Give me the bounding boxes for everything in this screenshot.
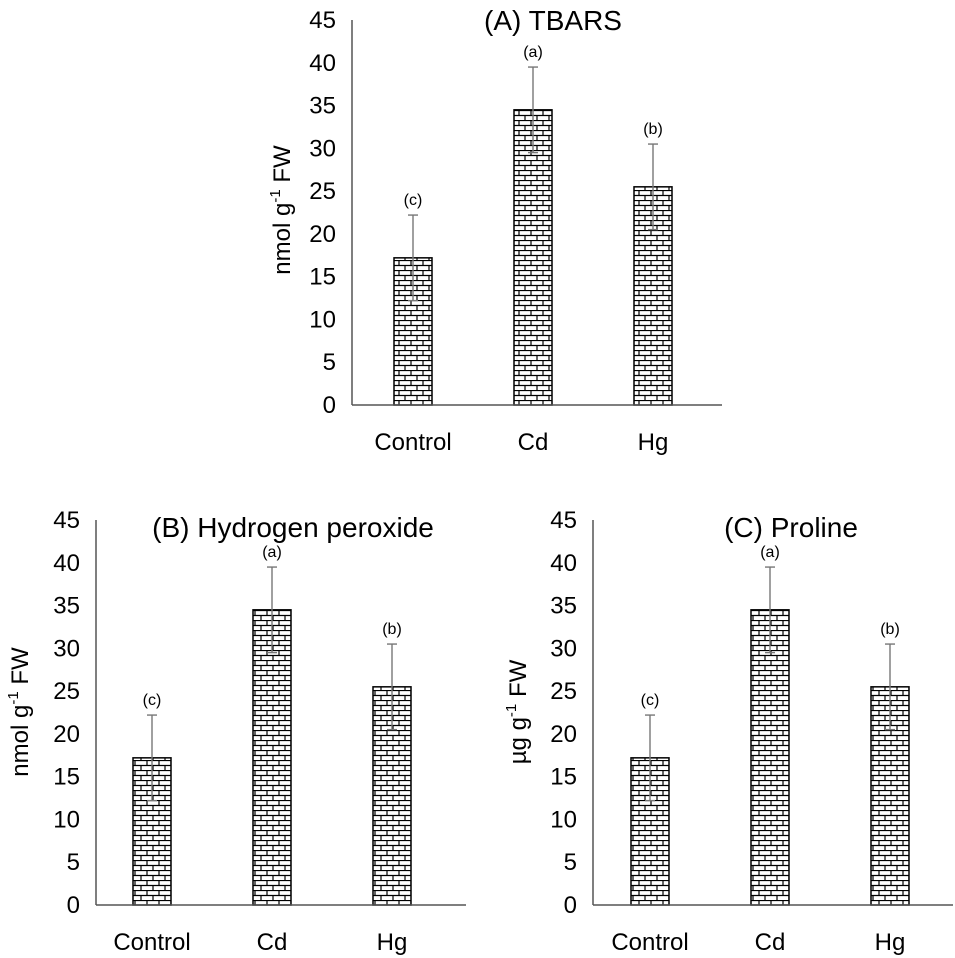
- panel-a-error-bars: [408, 66, 658, 302]
- y-tick-label: 40: [550, 550, 577, 577]
- y-tick-label: 0: [323, 392, 336, 419]
- panel-a-bars: [393, 109, 673, 406]
- significance-letter: (b): [382, 621, 402, 638]
- error-bar-control: [147, 714, 157, 802]
- panel-c: (C) Proline µg g-1 FW 0 5 10 15 20 25 30 35 40 45…: [503, 507, 953, 956]
- y-tick-label: 40: [309, 50, 336, 77]
- x-tick-label: Hg: [875, 929, 906, 956]
- y-tick-label: 20: [53, 721, 80, 748]
- error-bar-hg: [648, 143, 658, 231]
- panel-b-x-tick-labels: Control Cd Hg: [113, 929, 407, 956]
- y-tick-label: 10: [53, 806, 80, 833]
- bar-cd: [513, 109, 553, 406]
- y-tick-label: 25: [550, 678, 577, 705]
- significance-letter: (c): [641, 692, 660, 709]
- y-tick-label: 25: [53, 678, 80, 705]
- error-bar-cd: [267, 566, 277, 654]
- error-bar-cd: [765, 566, 775, 654]
- panel-b-title: (B) Hydrogen peroxide: [152, 512, 434, 543]
- y-tick-label: 35: [53, 593, 80, 620]
- y-tick-label: 5: [67, 849, 80, 876]
- panel-c-y-tick-labels: 0 5 10 15 20 25 30 35 40 45: [550, 507, 577, 919]
- error-bar-control: [408, 214, 418, 302]
- bar-cd: [252, 609, 292, 906]
- significance-letter: (b): [643, 121, 663, 138]
- y-tick-label: 10: [550, 806, 577, 833]
- y-tick-label: 20: [550, 721, 577, 748]
- panel-b-bars: [132, 609, 412, 906]
- y-tick-label: 15: [53, 764, 80, 791]
- significance-letter: (c): [143, 692, 162, 709]
- panel-c-x-tick-labels: Control Cd Hg: [611, 929, 905, 956]
- panel-c-title: (C) Proline: [724, 512, 858, 543]
- panel-a-y-tick-labels: 0 5 10 15 20 25 30 35 40 45: [309, 7, 336, 419]
- panel-a: (A) TBARS nmol g-1 FW 0 5 10 15 20 25 30 35 40 45…: [267, 5, 722, 456]
- significance-letter: (a): [262, 544, 282, 561]
- significance-letter: (c): [404, 192, 423, 209]
- x-tick-label: Control: [374, 429, 451, 456]
- y-tick-label: 0: [564, 892, 577, 919]
- y-tick-label: 45: [550, 507, 577, 534]
- y-tick-label: 20: [309, 221, 336, 248]
- significance-letter: (a): [523, 44, 543, 61]
- significance-letter: (a): [760, 544, 780, 561]
- y-tick-label: 45: [309, 7, 336, 34]
- panel-a-title: (A) TBARS: [484, 5, 622, 36]
- error-bar-hg: [387, 643, 397, 731]
- y-tick-label: 10: [309, 306, 336, 333]
- y-tick-label: 35: [550, 593, 577, 620]
- x-tick-label: Control: [611, 929, 688, 956]
- y-tick-label: 15: [550, 764, 577, 791]
- y-tick-label: 35: [309, 93, 336, 120]
- panel-b-significance-letters: (c) (a) (b): [143, 544, 402, 709]
- panel-c-y-axis-label: µg g-1 FW: [503, 659, 532, 764]
- x-tick-label: Cd: [755, 929, 786, 956]
- panel-a-significance-letters: (c) (a) (b): [404, 44, 663, 209]
- y-tick-label: 25: [309, 178, 336, 205]
- panel-b-y-tick-labels: 0 5 10 15 20 25 30 35 40 45: [53, 507, 80, 919]
- panel-a-y-axis-label: nmol g-1 FW: [267, 145, 296, 275]
- panel-c-bars: [630, 609, 910, 906]
- x-tick-label: Cd: [518, 429, 549, 456]
- y-tick-label: 40: [53, 550, 80, 577]
- bar-cd: [750, 609, 790, 906]
- y-tick-label: 5: [564, 849, 577, 876]
- error-bar-hg: [885, 643, 895, 731]
- error-bar-cd: [528, 66, 538, 154]
- panel-b-error-bars: [147, 566, 397, 802]
- x-tick-label: Cd: [257, 929, 288, 956]
- x-tick-label: Control: [113, 929, 190, 956]
- y-tick-label: 5: [323, 349, 336, 376]
- y-tick-label: 30: [309, 135, 336, 162]
- panel-c-error-bars: [645, 566, 895, 802]
- y-tick-label: 30: [550, 635, 577, 662]
- y-tick-label: 30: [53, 635, 80, 662]
- panel-b: (B) Hydrogen peroxide nmol g-1 FW 0 5 10 15…: [5, 507, 466, 956]
- y-tick-label: 15: [309, 264, 336, 291]
- error-bar-control: [645, 714, 655, 802]
- x-tick-label: Hg: [638, 429, 669, 456]
- y-tick-label: 0: [67, 892, 80, 919]
- significance-letter: (b): [880, 621, 900, 638]
- panel-b-y-axis-label: nmol g-1 FW: [5, 647, 34, 777]
- panel-a-x-tick-labels: Control Cd Hg: [374, 429, 668, 456]
- panel-c-significance-letters: (c) (a) (b): [641, 544, 900, 709]
- x-tick-label: Hg: [377, 929, 408, 956]
- y-tick-label: 45: [53, 507, 80, 534]
